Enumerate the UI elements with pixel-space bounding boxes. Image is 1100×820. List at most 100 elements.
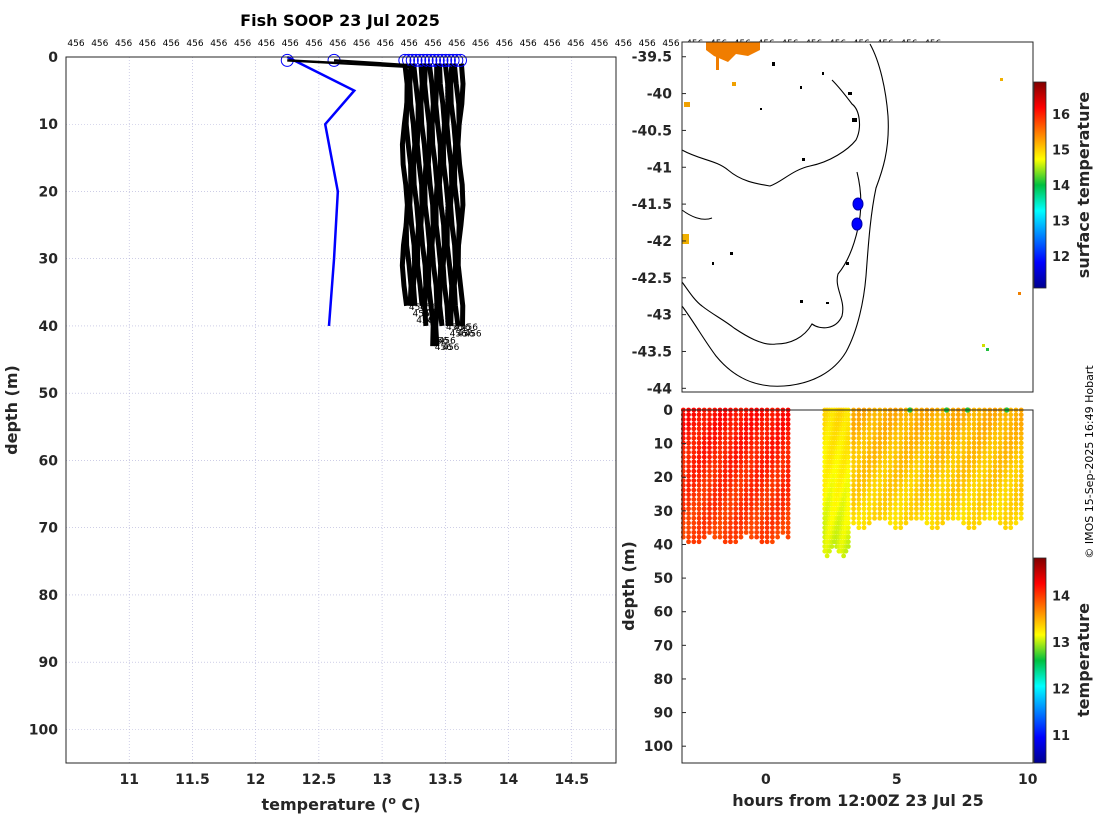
temperature-dot [696, 468, 702, 474]
temperature-dot [934, 525, 940, 531]
temperature-dot [851, 482, 856, 488]
temperature-dot [914, 468, 919, 474]
temperature-dot [851, 412, 856, 418]
temperature-dot [856, 525, 862, 531]
temperature-dot [971, 431, 977, 436]
temperature-dot [1003, 478, 1008, 483]
x-tick-label: 11 [119, 772, 138, 788]
temperature-dot [712, 529, 718, 535]
temperature-dot [903, 511, 909, 516]
temperature-dot [717, 464, 723, 469]
temperature-dot [701, 426, 707, 432]
temperature-dot [955, 501, 961, 507]
temperature-dot [872, 492, 877, 498]
temperature-dot [707, 506, 712, 512]
temperature-dot [872, 431, 877, 436]
temperature-dot [764, 501, 770, 507]
temperature-dot [1008, 445, 1014, 451]
temperature-dot [845, 431, 851, 436]
temperature-dot [971, 515, 977, 521]
temperature-dot [722, 440, 728, 446]
temperature-dot [856, 412, 862, 418]
temperature-dot [749, 473, 754, 479]
temperature-dot [749, 515, 754, 521]
temperature-dot [759, 520, 765, 526]
temperature-dot [893, 478, 898, 483]
temperature-dot [743, 492, 749, 498]
profile-end-label: 456 [446, 323, 463, 333]
temperature-dot [696, 459, 702, 465]
temperature-dot [759, 464, 765, 469]
temperature-dot [686, 431, 691, 436]
temperature-dot [955, 473, 961, 479]
temperature-dot [686, 449, 691, 455]
temperature-dot [1013, 426, 1019, 432]
temperature-dot [955, 478, 961, 483]
temperature-dot [872, 464, 877, 469]
temperature-dot [764, 417, 770, 422]
temperature-dot [722, 412, 728, 418]
y-tick-label: 0 [48, 50, 58, 66]
temperature-dot [686, 473, 691, 479]
temperature-dot [950, 417, 956, 422]
temperature-dot [914, 487, 919, 493]
temperature-dot [728, 412, 733, 418]
temperature-dot [961, 412, 966, 418]
temperature-dot [955, 482, 961, 488]
temperature-dot [877, 417, 883, 422]
temperature-dot [908, 426, 914, 432]
temperature-dot [728, 449, 733, 455]
temperature-dot [919, 459, 925, 465]
temperature-dot [914, 459, 919, 465]
temperature-dot [717, 529, 723, 535]
temperature-dot [945, 431, 951, 436]
top-label: 456 [401, 39, 418, 49]
temperature-dot [733, 506, 739, 512]
temperature-dot [851, 497, 856, 502]
temperature-dot [961, 445, 966, 451]
temperature-dot [686, 421, 691, 427]
temperature-dot [1003, 492, 1008, 498]
temperature-dot [717, 478, 723, 483]
temperature-dot [866, 511, 872, 516]
temperature-dot [903, 482, 909, 488]
temperature-dot [775, 515, 781, 521]
temperature-dot [908, 421, 914, 427]
temperature-dot [872, 511, 877, 516]
temperature-dot [955, 435, 961, 441]
temperature-dot [686, 440, 691, 446]
temperature-dot [882, 417, 888, 422]
temperature-dot [997, 482, 1003, 488]
temperature-dot [754, 497, 760, 502]
temperature-dot [827, 548, 832, 554]
temperature-dot [712, 449, 718, 455]
temperature-dot [1008, 506, 1014, 512]
temperature-dot [971, 449, 977, 455]
temperature-dot [856, 478, 862, 483]
temperature-dot [992, 426, 998, 432]
temperature-dot [997, 459, 1003, 465]
timeseries-y-tick-label: 30 [654, 504, 674, 520]
temperature-dot [722, 478, 728, 483]
temperature-dot [764, 426, 770, 432]
temperature-dot [882, 421, 888, 427]
temperature-dot [738, 431, 744, 436]
temperature-dot [764, 529, 770, 535]
temperature-dot [728, 520, 733, 526]
temperature-dot [733, 440, 739, 446]
temperature-dot [845, 473, 851, 479]
temperature-dot [691, 435, 697, 441]
temperature-dot [749, 529, 754, 535]
temperature-dot [940, 487, 946, 493]
temperature-dot [722, 468, 728, 474]
temperature-dot [987, 412, 993, 418]
temperature-dot [722, 417, 728, 422]
temperature-dot [775, 525, 781, 531]
temperature-dot [691, 506, 697, 512]
temperature-dot [908, 468, 914, 474]
map-axes-box [681, 41, 1034, 393]
temperature-dot [877, 464, 883, 469]
temperature-dot [966, 464, 972, 469]
temperature-dot [924, 417, 930, 422]
temperature-dot [1018, 464, 1024, 469]
